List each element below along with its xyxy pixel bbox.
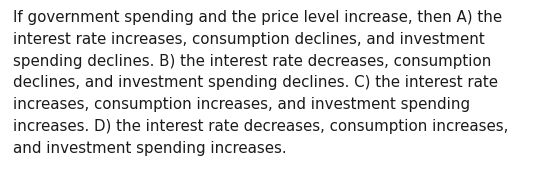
Text: declines, and investment spending declines. C) the interest rate: declines, and investment spending declin…	[13, 75, 498, 90]
Text: spending declines. B) the interest rate decreases, consumption: spending declines. B) the interest rate …	[13, 54, 492, 69]
Text: increases, consumption increases, and investment spending: increases, consumption increases, and in…	[13, 97, 470, 112]
Text: and investment spending increases.: and investment spending increases.	[13, 141, 287, 156]
Text: If government spending and the price level increase, then A) the: If government spending and the price lev…	[13, 10, 502, 25]
Text: interest rate increases, consumption declines, and investment: interest rate increases, consumption dec…	[13, 32, 485, 47]
Text: increases. D) the interest rate decreases, consumption increases,: increases. D) the interest rate decrease…	[13, 119, 508, 134]
